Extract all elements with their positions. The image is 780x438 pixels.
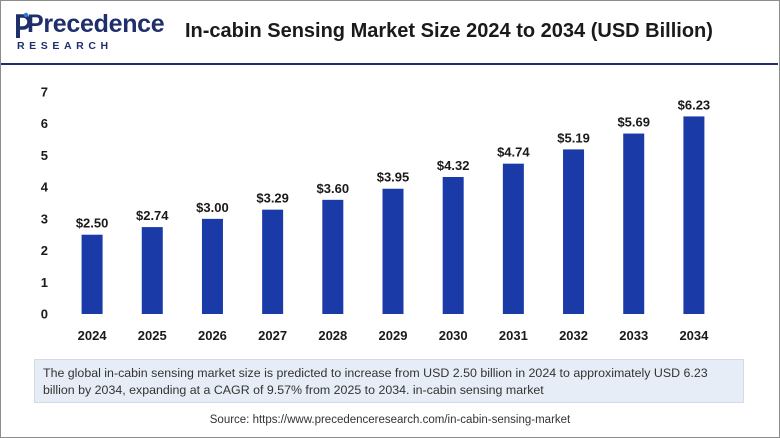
bar-2028: [322, 199, 344, 314]
y-tick-label: 2: [41, 243, 48, 258]
y-tick-label: 7: [41, 85, 48, 100]
x-tick-label-2034: 2034: [679, 328, 709, 343]
y-tick-label: 4: [41, 180, 49, 195]
logo-sub-text: RESEARCH: [17, 40, 113, 52]
x-tick-label-2031: 2031: [499, 328, 528, 343]
data-label-2027: $3.29: [256, 191, 289, 206]
x-tick-label-2032: 2032: [559, 328, 588, 343]
bar-2024: [81, 234, 103, 314]
bar-2025: [141, 227, 163, 314]
bar-2026: [201, 218, 223, 314]
data-label-2031: $4.74: [497, 145, 530, 160]
description-box: The global in-cabin sensing market size …: [34, 359, 744, 403]
data-label-2026: $3.00: [196, 200, 229, 215]
brand-logo: Precedence RESEARCH: [15, 10, 165, 54]
data-label-2024: $2.50: [76, 216, 109, 231]
data-label-2025: $2.74: [136, 208, 169, 223]
y-tick-label: 0: [41, 307, 48, 322]
logo-mark-icon: [16, 12, 29, 38]
x-tick-label-2030: 2030: [439, 328, 468, 343]
header-divider: [1, 63, 778, 65]
x-tick-label-2033: 2033: [619, 328, 648, 343]
bar-2034: [683, 116, 705, 314]
y-tick-label: 1: [41, 275, 48, 290]
x-tick-label-2027: 2027: [258, 328, 287, 343]
data-label-2028: $3.60: [317, 181, 350, 196]
bar-2031: [502, 163, 524, 314]
x-tick-label-2028: 2028: [318, 328, 347, 343]
logo-main-text: Precedence: [27, 10, 165, 38]
x-tick-label-2024: 2024: [78, 328, 108, 343]
y-tick-label: 6: [41, 116, 48, 131]
bar-2030: [442, 176, 464, 314]
bar-2032: [563, 149, 585, 314]
x-tick-label-2029: 2029: [379, 328, 408, 343]
data-label-2029: $3.95: [377, 170, 410, 185]
page-title: In-cabin Sensing Market Size 2024 to 203…: [185, 20, 713, 42]
header: Precedence RESEARCH In-cabin Sensing Mar…: [1, 1, 778, 64]
y-tick-label: 3: [41, 211, 48, 226]
bar-2033: [623, 133, 645, 314]
source-note: Source: https://www.precedenceresearch.c…: [209, 414, 571, 426]
y-tick-label: 5: [41, 148, 48, 163]
x-axis: 2024 2025 2026 2027 2028 2029 2030 2031 2032 2033…: [78, 328, 710, 343]
bars: $2.50 $2.74 $3.00 $3.29 $3.60 $3.95 $4.32 $4.74…: [76, 97, 710, 314]
y-axis: 0 1 2 3 4 5 6 7: [41, 85, 49, 322]
x-tick-label-2026: 2026: [198, 328, 227, 343]
data-label-2032: $5.19: [557, 130, 590, 145]
data-label-2033: $5.69: [617, 115, 650, 130]
data-label-2034: $6.23: [678, 97, 711, 112]
bar-2029: [382, 188, 404, 314]
data-label-2030: $4.32: [437, 158, 470, 173]
bar-2027: [262, 209, 284, 314]
x-tick-label-2025: 2025: [138, 328, 167, 343]
